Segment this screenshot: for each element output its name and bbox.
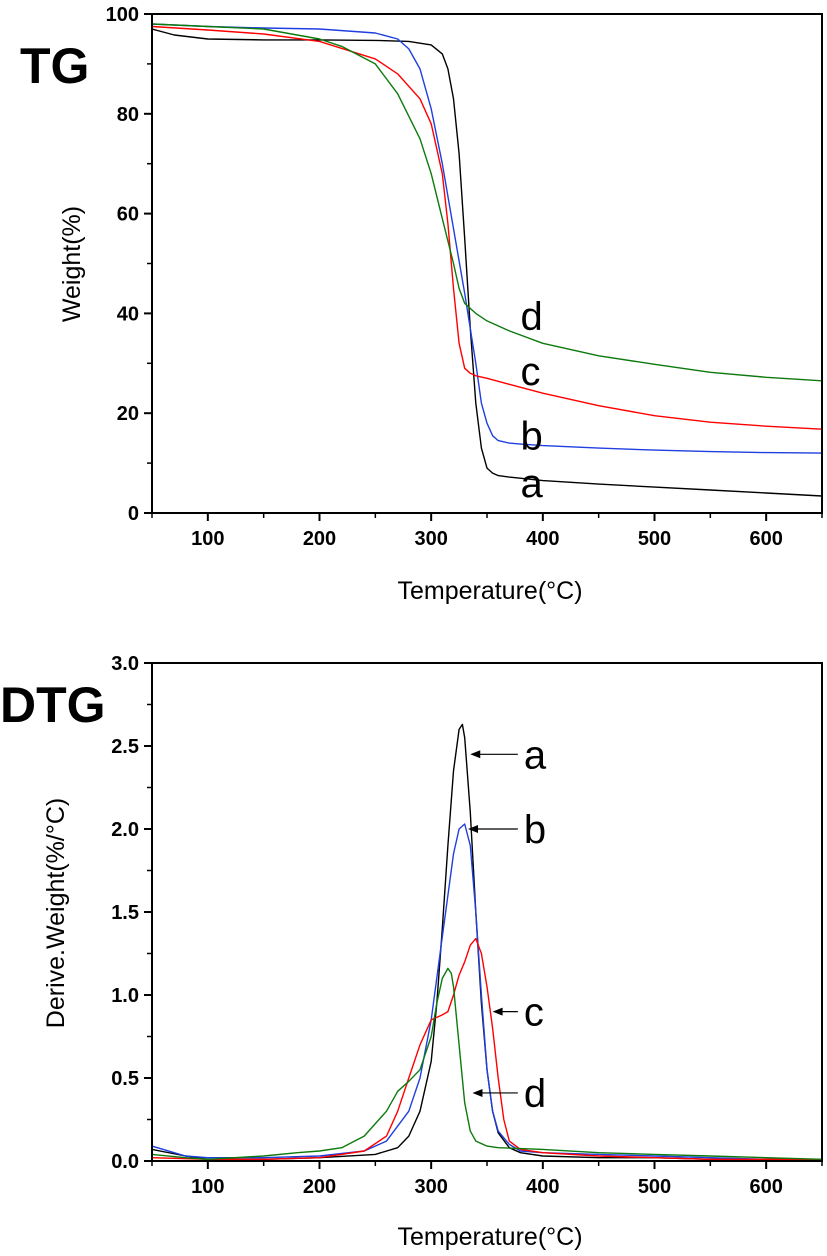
- tg-series-b: [152, 23, 822, 454]
- dtg-curve-label-c: c: [524, 991, 544, 1035]
- dtg-curve-label-d: d: [524, 1072, 546, 1116]
- dtg-curve-label-a: a: [524, 733, 547, 777]
- dtg-y-tick-label: 3.0: [111, 653, 139, 675]
- tg-series-layer: [152, 23, 822, 497]
- dtg-x-tick-label: 100: [191, 1176, 224, 1198]
- tg-curve-label-a: a: [521, 462, 544, 506]
- tg-y-axis-title: Weight(%): [58, 206, 86, 322]
- dtg-series-layer: [152, 723, 822, 1160]
- tg-x-tick-label: 300: [414, 528, 447, 550]
- tg-x-axis-title: Temperature(°C): [397, 577, 582, 605]
- dtg-series-d: [152, 967, 822, 1160]
- dtg-series-b: [152, 823, 822, 1160]
- dtg-x-tick-label: 500: [638, 1176, 671, 1198]
- tg-series-a: [152, 28, 822, 497]
- dtg-x-tick-label: 200: [303, 1176, 336, 1198]
- dtg-panel-label: DTG: [0, 677, 106, 733]
- tg-axes: 100 200 300 400 500 600 0 20 40 60 80 100: [106, 4, 823, 550]
- tg-curve-label-b: b: [521, 415, 543, 459]
- tg-y-tick-label: 80: [117, 104, 139, 126]
- tg-panel-label: TG: [20, 38, 89, 94]
- dtg-axes: 100 200 300 400 500 600 0.0 0.5 1.0 1.5 2.0 2.5 3.0: [111, 653, 823, 1198]
- tg-y-tick-label: 100: [106, 4, 139, 26]
- dtg-x-axis-title: Temperature(°C): [397, 1223, 582, 1251]
- dtg-annotation-layer: ab cd: [468, 733, 547, 1116]
- tg-x-tick-label: 500: [638, 528, 671, 550]
- dtg-y-tick-label: 0.5: [111, 1068, 139, 1090]
- tg-curve-label-d: d: [521, 295, 543, 339]
- tg-x-tick-label: 600: [749, 528, 782, 550]
- dtg-panel: DTG ab cd 100 200 300 400 500 600 0.0 0.5 1.0 1.5 2…: [0, 653, 823, 1251]
- dtg-plot-frame: [151, 662, 823, 1162]
- tg-series-c: [152, 25, 822, 430]
- dtg-y-tick-label: 0.0: [111, 1151, 139, 1173]
- dtg-series-c: [152, 937, 822, 1160]
- tg-curve-label-c: c: [521, 350, 541, 394]
- dtg-arrowhead-b: [468, 825, 479, 833]
- dtg-y-tick-label: 1.0: [111, 985, 139, 1007]
- tg-y-tick-label: 60: [117, 204, 139, 226]
- dtg-y-axis-title: Derive.Weight(%/°C): [42, 798, 70, 1028]
- tg-x-tick-label: 400: [526, 528, 559, 550]
- dtg-y-tick-label: 1.5: [111, 902, 139, 924]
- dtg-arrowhead-a: [470, 750, 481, 759]
- tg-plot-frame: [151, 13, 823, 514]
- tg-series-d: [152, 23, 822, 382]
- dtg-arrowhead-d: [472, 1088, 483, 1097]
- tg-y-tick-label: 40: [117, 303, 139, 325]
- tg-y-tick-label: 20: [117, 403, 139, 425]
- dtg-series-a: [152, 723, 822, 1160]
- tg-x-tick-label: 100: [191, 528, 224, 550]
- dtg-y-tick-label: 2.5: [111, 736, 139, 758]
- dtg-y-tick-label: 2.0: [111, 819, 139, 841]
- tg-y-tick-label: 0: [128, 503, 139, 525]
- dtg-x-tick-label: 600: [749, 1176, 782, 1198]
- dtg-x-tick-label: 400: [526, 1176, 559, 1198]
- dtg-curve-label-b: b: [524, 808, 546, 852]
- tg-x-tick-label: 200: [303, 528, 336, 550]
- dtg-arrowhead-c: [492, 1007, 503, 1016]
- dtg-x-tick-label: 300: [414, 1176, 447, 1198]
